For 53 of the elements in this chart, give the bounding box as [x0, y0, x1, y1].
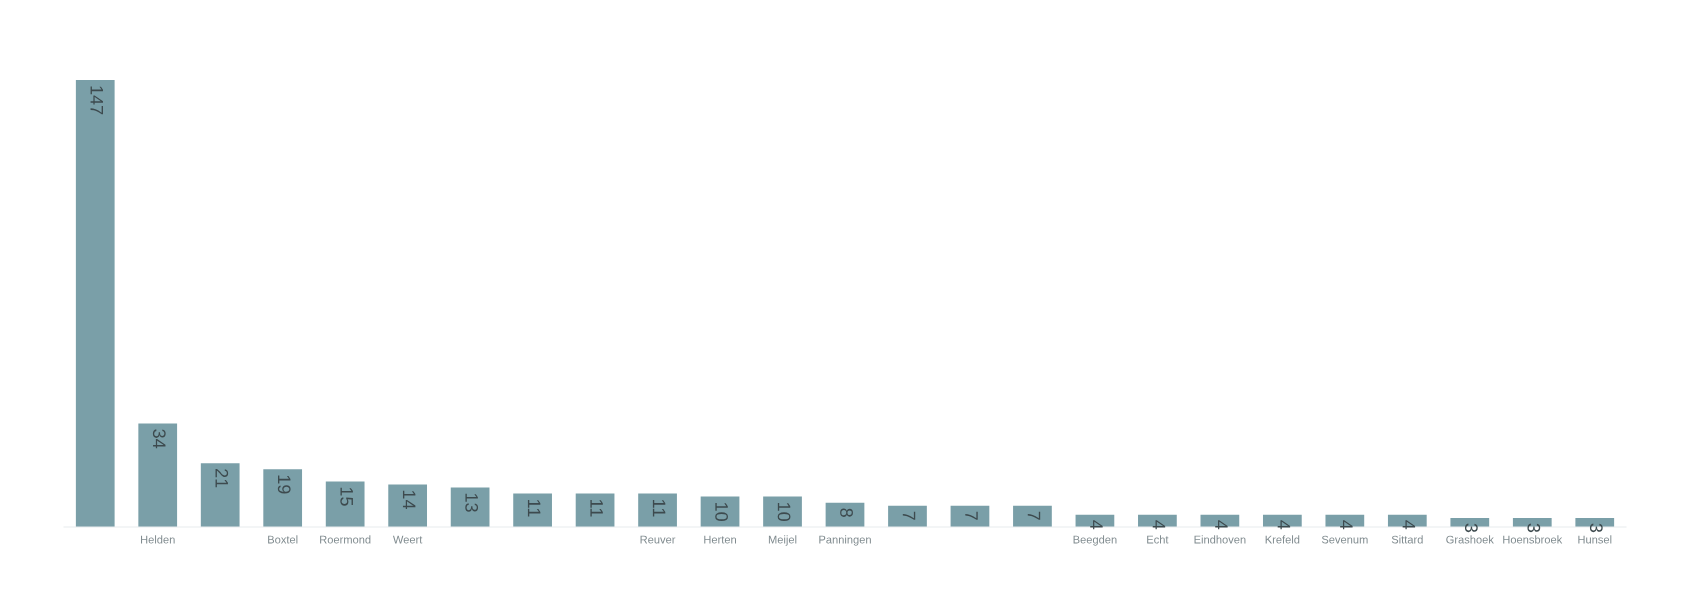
bar [1013, 505, 1052, 527]
bar [513, 493, 552, 527]
x-tick-label: Beegden [1073, 535, 1117, 546]
data-label: 34 [152, 429, 166, 449]
x-tick-label: Krefeld [1265, 535, 1300, 544]
data-label: 4 [1215, 520, 1228, 530]
data-label: 14 [402, 490, 416, 509]
x-tick-label: Meijel [768, 535, 797, 546]
x-tick-label: Grashoek [1446, 535, 1494, 544]
x-tick-label: Eindhoven [1194, 535, 1246, 544]
data-label: 21 [215, 469, 229, 488]
x-tick-label: Panningen [819, 535, 871, 546]
x-tick-label: Echt [1147, 535, 1169, 544]
bar [263, 469, 303, 527]
data-label: 7 [902, 511, 916, 520]
bar [325, 481, 365, 527]
data-label: 7 [965, 511, 978, 520]
x-tick-label: Hunsel [1578, 535, 1612, 544]
data-label: 15 [340, 487, 353, 506]
x-tick-label: Helden [141, 535, 175, 544]
bar [638, 493, 677, 527]
data-label: 4 [1340, 520, 1353, 530]
data-label: 11 [652, 499, 666, 517]
data-label: 11 [590, 499, 603, 517]
data-label: 147 [90, 86, 103, 115]
x-tick-label: Roermond [320, 535, 371, 544]
data-label: 4 [1277, 520, 1291, 530]
data-label: 4 [1402, 520, 1416, 530]
x-tick-label: Herten [704, 535, 736, 544]
bar [138, 423, 178, 527]
data-label: 3 [1527, 523, 1541, 533]
x-tick-label: Sittard [1391, 535, 1423, 544]
data-label: 10 [777, 502, 791, 521]
data-label: 4 [1090, 520, 1103, 530]
data-label: 3 [1464, 523, 1478, 533]
x-tick-label: Boxtel [268, 535, 298, 544]
data-label: 19 [277, 475, 291, 494]
data-label: 8 [840, 508, 853, 517]
x-tick-label: Hoensbroek [1503, 535, 1563, 544]
bar [388, 484, 428, 527]
data-label: 3 [1589, 523, 1603, 533]
x-tick-label: Weert [392, 535, 423, 544]
bar [888, 505, 927, 527]
data-label: 10 [715, 502, 728, 521]
bar [450, 487, 490, 527]
data-label: 7 [1027, 511, 1041, 520]
data-label: 13 [465, 493, 479, 512]
bar [200, 463, 240, 527]
bar [75, 80, 115, 527]
x-tick-label: Reuver [640, 535, 676, 544]
data-label: 4 [1152, 520, 1166, 530]
x-tick-label: Sevenum [1321, 535, 1368, 544]
data-label: 11 [527, 499, 541, 517]
